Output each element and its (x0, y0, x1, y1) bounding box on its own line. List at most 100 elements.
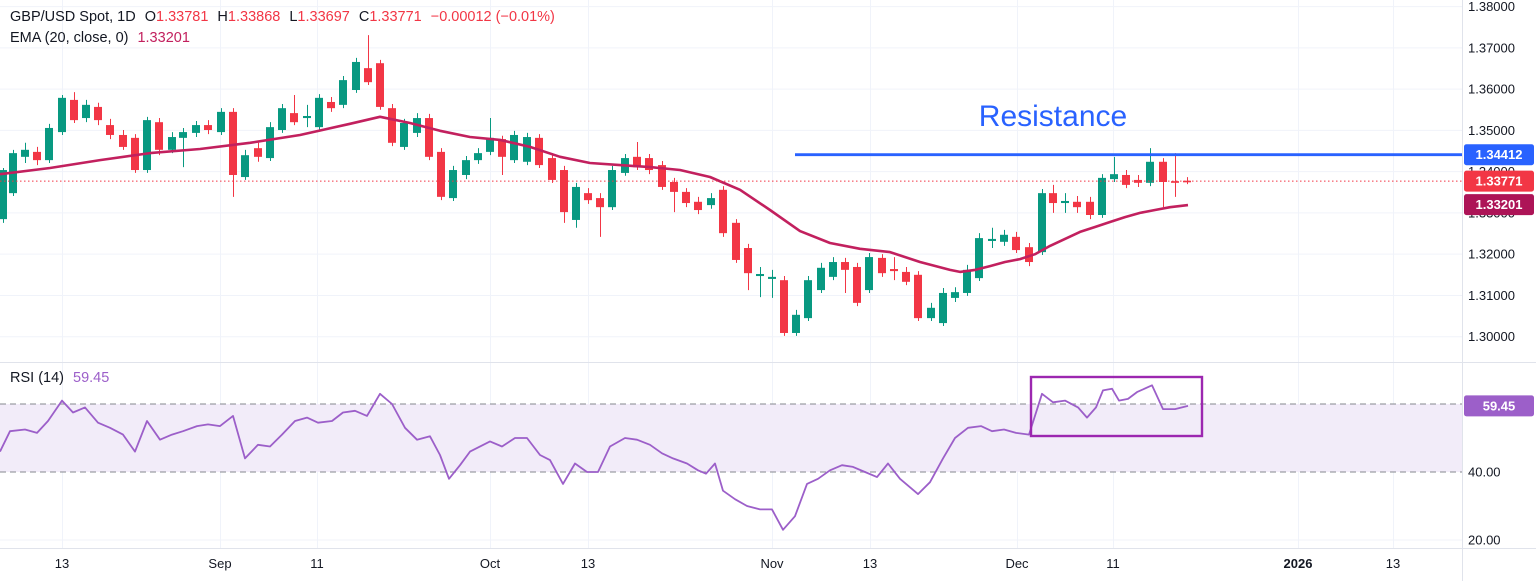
candle (829, 257, 837, 281)
candle (914, 271, 922, 322)
time-axis-label: 11 (310, 556, 324, 571)
candle-body (548, 158, 556, 180)
candle (1000, 229, 1008, 246)
candle-body (951, 292, 959, 298)
candle-body (829, 262, 837, 277)
symbol-title[interactable]: GBP/USD Spot, 1D (10, 9, 136, 25)
ema-value: 1.33201 (137, 30, 190, 46)
candle-body (523, 137, 531, 162)
price-badge-text: 1.34412 (1476, 147, 1523, 162)
candle-body (241, 155, 249, 178)
candle-body (1098, 177, 1106, 215)
candle-body (596, 198, 604, 208)
resistance-text-annotation[interactable]: Resistance (978, 100, 1128, 133)
candle-body (217, 111, 225, 133)
candle (364, 35, 372, 86)
time-axis-label: 13 (1386, 556, 1400, 571)
candle-body (841, 262, 849, 270)
candle (179, 127, 187, 168)
rsi-value: 59.45 (73, 370, 110, 386)
candle-body (254, 148, 262, 157)
candle (510, 130, 518, 164)
candle (817, 262, 825, 293)
candle (462, 156, 470, 180)
candle-body (1134, 179, 1142, 183)
candle-body (572, 186, 580, 220)
candle-body (535, 137, 543, 166)
candle-body (658, 165, 666, 187)
candlestick-series[interactable] (0, 35, 1191, 336)
price-axis-label: 1.38000 (1468, 0, 1515, 14)
candle-body (266, 127, 274, 159)
candle (339, 75, 347, 109)
candle-body (792, 314, 800, 333)
candle-body (1110, 174, 1118, 180)
candle-body (804, 280, 812, 319)
price-badge: 1.33771 (1464, 170, 1534, 192)
candle-body (927, 307, 935, 319)
ema-line[interactable] (0, 115, 1189, 274)
price-badge: 1.34412 (1464, 144, 1534, 166)
candle (939, 288, 947, 326)
candle-body (963, 269, 971, 293)
rsi-indicator-label[interactable]: RSI (14) (10, 370, 64, 386)
candle (975, 233, 983, 281)
candle-body (707, 198, 715, 206)
candle-body (462, 160, 470, 175)
candle (474, 148, 482, 164)
candle-body (58, 97, 66, 133)
candle-body (486, 137, 494, 152)
candle (70, 92, 78, 124)
candle (658, 160, 666, 190)
rsi-line[interactable] (0, 384, 1189, 531)
candle (254, 142, 262, 162)
time-axis-label: 13 (863, 556, 877, 571)
candle-body (388, 108, 396, 143)
price-axis-label: 1.31000 (1468, 288, 1515, 303)
candle-body (315, 97, 323, 128)
rsi-badge: 59.45 (1464, 395, 1534, 417)
candle (608, 165, 616, 211)
price-badge-bg (1464, 170, 1534, 192)
candle-body (1000, 234, 1008, 242)
candle-body (327, 101, 335, 109)
candle (584, 188, 592, 204)
candle (82, 99, 90, 123)
ema-legend-row: EMA (20, close, 0) 1.33201 (10, 30, 199, 46)
rsi-rectangle-annotation[interactable] (1029, 375, 1204, 438)
candle (352, 57, 360, 93)
candle (266, 122, 274, 161)
ema-indicator-label[interactable]: EMA (20, close, 0) (10, 30, 129, 46)
candle (804, 276, 812, 322)
candle (682, 188, 690, 208)
price-axis[interactable]: 1.380001.370001.360001.350001.340001.330… (1464, 0, 1534, 548)
candle-body (1073, 201, 1081, 208)
candle-body (0, 170, 7, 220)
candle (106, 118, 114, 140)
candle (768, 269, 776, 298)
candle-body (1025, 247, 1033, 263)
candle (1183, 177, 1191, 185)
candle (45, 123, 53, 164)
gridlines (0, 0, 1462, 548)
time-axis-label: Nov (760, 556, 784, 571)
time-axis-label: Sep (208, 556, 231, 571)
ohlc-low: L1.33697 (289, 9, 350, 25)
candle-body (290, 113, 298, 123)
candle (744, 243, 752, 291)
candle-body (975, 238, 983, 279)
chart-legend-row: GBP/USD Spot, 1D O1.33781 H1.33868 L1.33… (10, 9, 564, 25)
candle (290, 94, 298, 126)
candle (1038, 189, 1046, 256)
candle (645, 153, 653, 175)
candle-body (1159, 161, 1167, 182)
time-axis[interactable]: 13 Sep 11 Oct 13 Nov 13 Dec 11 2026 13 (55, 556, 1400, 571)
candle-body (474, 153, 482, 161)
candle-body (682, 191, 690, 204)
candle-body (1183, 180, 1191, 183)
candle-body (756, 273, 764, 277)
candle-body (560, 170, 568, 213)
candle-body (33, 151, 41, 161)
candle-body (168, 137, 176, 150)
